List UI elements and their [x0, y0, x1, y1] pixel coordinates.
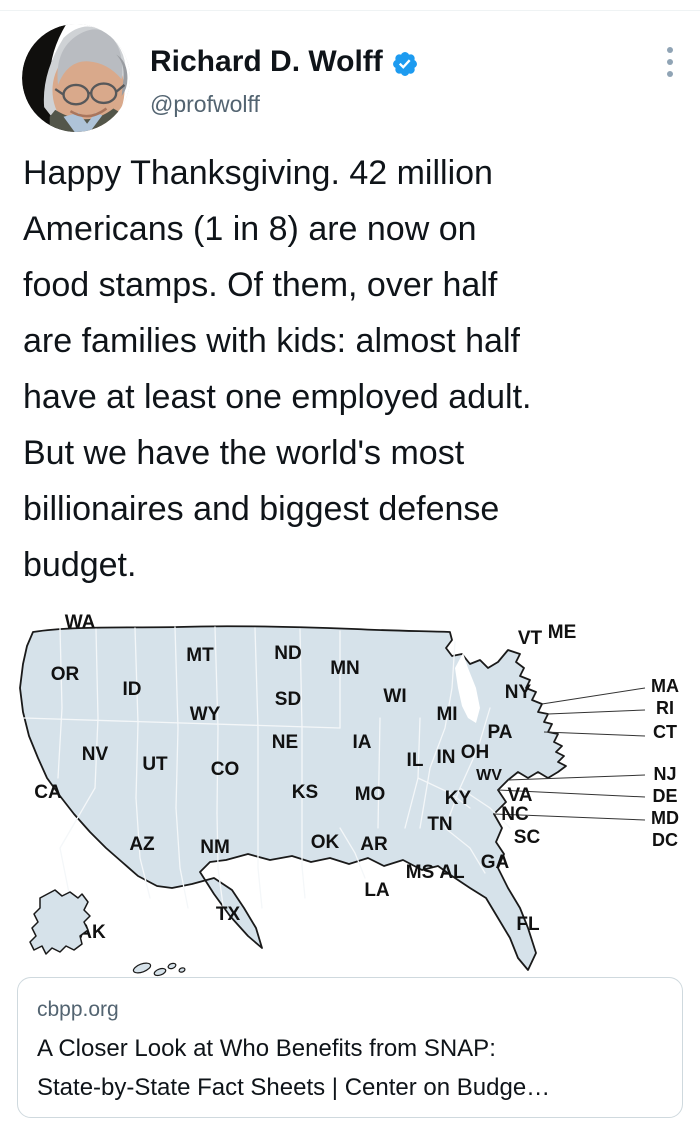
svg-text:TX: TX — [216, 904, 241, 925]
svg-text:MA: MA — [651, 676, 679, 696]
svg-text:DE: DE — [652, 786, 677, 806]
svg-text:NJ: NJ — [653, 764, 676, 784]
svg-text:LA: LA — [364, 880, 390, 901]
svg-text:AR: AR — [360, 834, 388, 855]
svg-text:NY: NY — [505, 682, 532, 703]
svg-text:MD: MD — [651, 808, 679, 828]
svg-text:GA: GA — [481, 852, 510, 873]
svg-text:TN: TN — [427, 814, 452, 835]
svg-text:KS: KS — [292, 782, 318, 803]
svg-text:NC: NC — [501, 804, 529, 825]
svg-text:IA: IA — [353, 732, 372, 753]
svg-text:WI: WI — [383, 686, 406, 707]
svg-text:VA: VA — [508, 785, 533, 806]
svg-text:RI: RI — [656, 698, 674, 718]
svg-text:MT: MT — [186, 645, 214, 666]
svg-text:SC: SC — [514, 827, 541, 848]
svg-text:IL: IL — [407, 750, 424, 771]
svg-text:NV: NV — [82, 744, 109, 765]
svg-text:KY: KY — [445, 788, 472, 809]
svg-text:ID: ID — [123, 679, 142, 700]
svg-text:NM: NM — [200, 837, 230, 858]
svg-text:UT: UT — [142, 754, 168, 775]
svg-text:MI: MI — [436, 704, 457, 725]
svg-text:SD: SD — [275, 689, 301, 710]
svg-text:PA: PA — [488, 722, 513, 743]
svg-text:CA: CA — [34, 782, 62, 803]
svg-text:WV: WV — [476, 767, 502, 784]
svg-text:OK: OK — [311, 832, 340, 853]
svg-text:CT: CT — [653, 722, 677, 742]
svg-text:ND: ND — [274, 643, 301, 664]
svg-text:ME: ME — [548, 622, 577, 643]
svg-text:WA: WA — [65, 612, 96, 633]
svg-text:IN: IN — [437, 747, 456, 768]
svg-text:AZ: AZ — [129, 834, 155, 855]
svg-text:DC: DC — [652, 830, 678, 850]
svg-text:MN: MN — [330, 658, 360, 679]
svg-text:MO: MO — [355, 784, 386, 805]
svg-text:MS: MS — [406, 862, 435, 883]
svg-text:FL: FL — [516, 914, 540, 935]
svg-text:AL: AL — [439, 862, 465, 883]
svg-text:CO: CO — [211, 759, 240, 780]
svg-text:OR: OR — [51, 664, 80, 685]
svg-text:NE: NE — [272, 732, 298, 753]
svg-text:WY: WY — [190, 704, 221, 725]
svg-text:VT: VT — [518, 628, 543, 649]
svg-text:OH: OH — [461, 742, 490, 763]
